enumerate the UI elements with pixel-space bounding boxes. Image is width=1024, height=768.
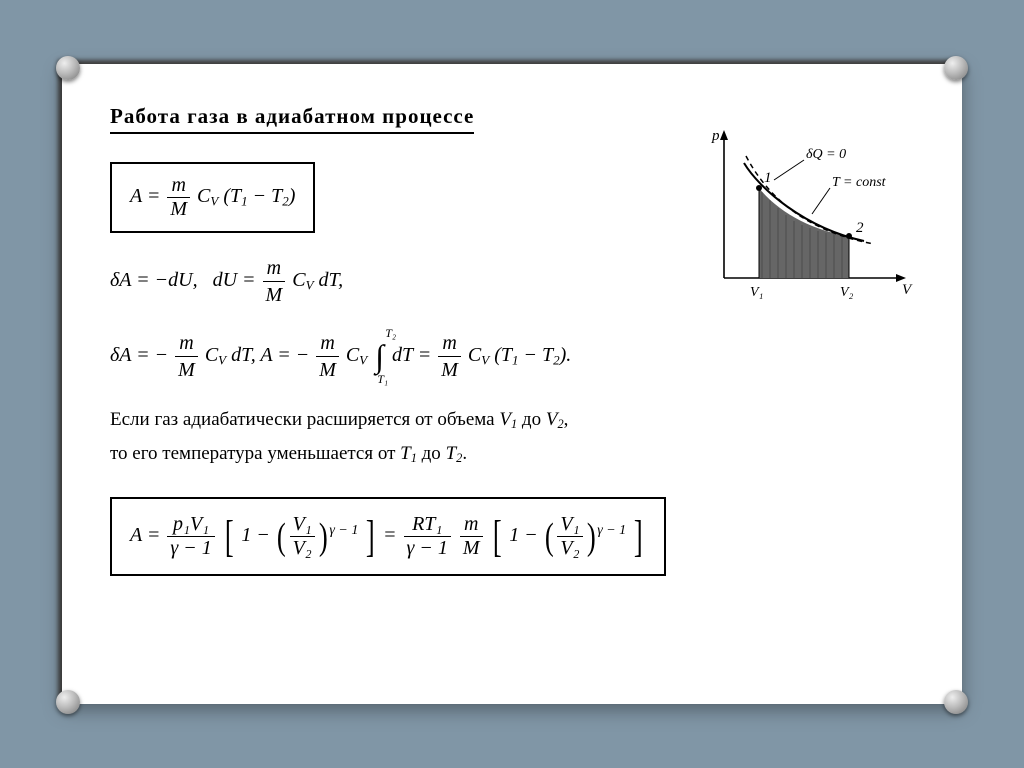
svg-text:p: p [711, 128, 720, 144]
pushpin-icon [944, 56, 968, 80]
svg-text:2: 2 [856, 220, 864, 236]
boxed-formula-1: A = m M CV (T1 − T2) [110, 162, 315, 233]
svg-text:T = const: T = const [832, 175, 887, 190]
svg-text:V₂: V₂ [840, 285, 854, 300]
pv-diagram: p V V₁ V₂ 1 2 δQ = 0 T = const [704, 128, 914, 318]
pushpin-icon [56, 56, 80, 80]
equation-line-2: δA = − mM CV dT, A = − mM CV T₂ ∫ T₁ dT … [110, 330, 914, 383]
svg-text:δQ = 0: δQ = 0 [806, 147, 846, 162]
explanatory-text: Если газ адиабатически расширяется от об… [110, 403, 914, 471]
pushpin-icon [56, 690, 80, 714]
svg-text:1: 1 [764, 170, 772, 186]
svg-text:V₁: V₁ [750, 285, 763, 300]
eq-lhs: A [130, 185, 142, 207]
pushpin-icon [944, 690, 968, 714]
page-title: Работа газа в адиабатном процессе [110, 104, 474, 134]
paper-container: Работа газа в адиабатном процессе [62, 64, 962, 704]
frac-m-M: m M [167, 174, 190, 221]
content-body: p V V₁ V₂ 1 2 δQ = 0 T = const A = m M [110, 162, 914, 576]
svg-text:V: V [902, 282, 913, 298]
paper: Работа газа в адиабатном процессе [62, 64, 962, 704]
integral-symbol: T₂ ∫ T₁ [375, 336, 384, 378]
boxed-formula-2: A = p₁V₁γ − 1 [ 1 − (V₁V₂)γ − 1 ] = RT₁γ… [110, 497, 666, 576]
